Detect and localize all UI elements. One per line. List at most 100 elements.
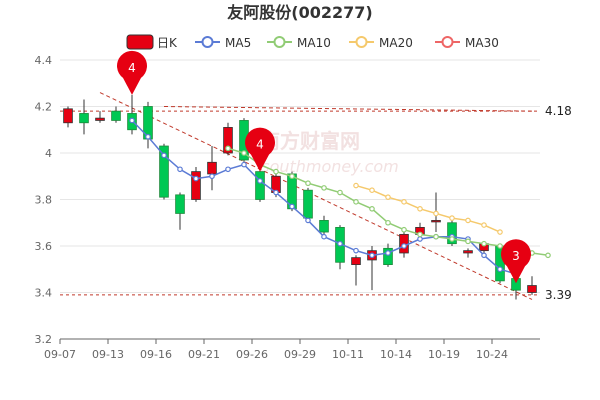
x-tick-label: 10-19 — [428, 348, 460, 361]
candle-body — [351, 257, 361, 265]
ma-point — [465, 238, 471, 245]
ma-point — [401, 226, 407, 233]
candle — [255, 169, 265, 202]
candle — [351, 255, 361, 286]
ma-point — [273, 189, 279, 196]
ma-point — [481, 222, 487, 228]
x-tick-label: 09-16 — [140, 348, 172, 361]
candle — [527, 276, 537, 295]
ma-point — [401, 199, 407, 205]
legend-label: MA30 — [465, 36, 499, 50]
ma-point — [385, 250, 391, 256]
legend-item[interactable]: 日K — [126, 34, 178, 50]
ma-point — [481, 240, 487, 247]
candles — [63, 94, 537, 300]
ma-point — [321, 233, 327, 240]
markers: 4 4 3 — [117, 50, 531, 284]
candle — [111, 106, 121, 123]
candle-body — [79, 113, 89, 124]
ma-point — [225, 145, 231, 152]
ma-point — [353, 182, 359, 189]
ma-point — [353, 247, 359, 254]
x-tick-label: 09-29 — [284, 348, 316, 361]
trend-line — [99, 92, 533, 300]
ma-point — [337, 189, 343, 196]
x-tick-label: 09-07 — [44, 348, 76, 361]
ma-point — [193, 175, 199, 182]
pin-shape — [245, 127, 275, 172]
candle-body — [303, 189, 313, 219]
reference-lines: 4.18 3.39 — [60, 104, 572, 302]
candle — [127, 94, 137, 135]
candle-body — [63, 108, 73, 124]
candle — [95, 111, 105, 123]
trend-lines — [99, 92, 533, 300]
candle-body — [447, 222, 457, 245]
ma-point — [337, 240, 343, 247]
candle-body — [207, 161, 217, 175]
ma-point — [161, 152, 167, 159]
candle — [447, 220, 457, 246]
candle — [79, 99, 89, 135]
legend-label: 日K — [157, 36, 178, 50]
candle-body — [431, 220, 441, 223]
marker-pin: 4 — [245, 127, 275, 172]
legend-item[interactable]: MA5 — [195, 36, 251, 50]
y-tick-label: 3.4 — [35, 287, 53, 300]
ma-point — [305, 180, 311, 187]
ma-point — [289, 173, 295, 180]
ma-point — [353, 199, 359, 205]
candle — [63, 106, 73, 128]
candle — [175, 192, 185, 230]
legend-dot-icon — [441, 36, 454, 48]
x-tick-label: 09-21 — [188, 348, 220, 361]
candle-body — [95, 117, 105, 121]
watermark-cn: 南方财富网 — [260, 129, 360, 153]
legend-dot-icon — [273, 36, 286, 48]
ma-point — [433, 210, 439, 217]
y-tick-label: 3.8 — [35, 194, 53, 207]
x-tick-label: 09-13 — [92, 348, 124, 361]
ma-point — [305, 217, 311, 224]
chart-title: 友阿股份(002277) — [227, 3, 372, 22]
ma-point — [241, 161, 247, 168]
legend: 日K MA5 MA10 MA20 MA30 — [126, 34, 499, 50]
legend-label: MA10 — [297, 36, 331, 50]
ma-point — [369, 252, 375, 259]
candle — [335, 225, 345, 270]
candle-body — [255, 171, 265, 200]
x-tick-label: 10-11 — [332, 348, 364, 361]
legend-item[interactable]: MA10 — [267, 36, 331, 50]
marker-pin: 3 — [501, 239, 531, 284]
trend-line — [163, 106, 533, 112]
ma-point — [289, 203, 295, 210]
pin-shape — [501, 239, 531, 284]
ma-line — [355, 184, 501, 233]
ma-point — [497, 266, 503, 273]
ma-point — [177, 166, 183, 173]
reference-label: 4.18 — [545, 104, 572, 118]
candle-body — [319, 220, 329, 233]
ma-point — [241, 150, 247, 156]
legend-dot-icon — [201, 36, 214, 48]
ma-point — [433, 233, 439, 240]
ma-point — [369, 206, 375, 212]
candle-body — [463, 250, 473, 254]
pin-shape — [117, 50, 147, 95]
ma-point — [385, 219, 391, 226]
marker-pin: 4 — [117, 50, 147, 95]
legend-item[interactable]: MA20 — [349, 36, 413, 50]
ma-series — [353, 182, 503, 235]
axes: 4.4 4.2 4 3.8 3.6 3.4 3.2 09-07 09-13 09-16 09-21 0… — [35, 54, 540, 361]
ma-point — [497, 243, 503, 249]
ma-point — [449, 215, 455, 221]
reference-label: 3.39 — [545, 288, 572, 302]
y-tick-label: 3.2 — [35, 333, 53, 346]
ma-point — [401, 243, 407, 249]
ma-point — [257, 178, 263, 184]
legend-item[interactable]: MA30 — [435, 36, 499, 50]
watermark-url: southmoney.com — [261, 157, 399, 176]
ma-series — [225, 145, 551, 259]
y-tick-label: 4.2 — [35, 101, 53, 114]
